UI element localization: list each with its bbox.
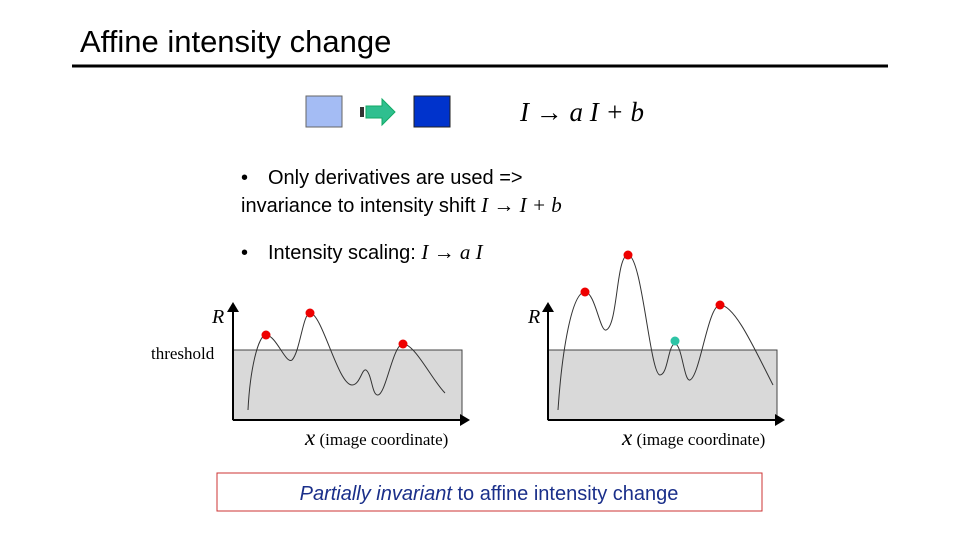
peak <box>261 330 271 340</box>
bullet-text: invariance to intensity shift I → I + b <box>241 193 562 217</box>
conclusion-text: to affine intensity change <box>452 483 678 505</box>
bullet-text: Intensity scaling: I → a I <box>268 240 484 264</box>
dark-square <box>413 95 451 128</box>
lost-peak <box>670 336 680 346</box>
peak <box>623 250 633 260</box>
bullet-dot: • <box>241 167 248 189</box>
response-curve <box>247 312 446 411</box>
arrow-icon <box>360 97 396 127</box>
conclusion: Partially invariant to affine intensity … <box>300 483 679 505</box>
y-arrowhead <box>542 302 554 312</box>
threshold-label: threshold <box>151 344 215 363</box>
bullet-dot: • <box>241 242 248 264</box>
formula: I → a I + b <box>519 97 644 127</box>
light-square <box>305 95 343 128</box>
x-label-text: (image coordinate) <box>319 430 448 449</box>
x-label-text: (image coordinate) <box>636 430 765 449</box>
bullet-continuation: invariance to intensity shift <box>241 195 481 217</box>
peak <box>305 308 315 318</box>
y-label: R <box>211 306 224 328</box>
x-var: x <box>304 425 316 450</box>
x-label: x (image coordinate) <box>621 425 765 450</box>
bullet-label: Intensity scaling: <box>268 242 421 264</box>
slide-title: Affine intensity change <box>80 24 391 59</box>
x-arrowhead <box>460 414 470 426</box>
x-var: x <box>621 425 633 450</box>
peak <box>580 287 590 297</box>
conclusion-box <box>216 472 763 512</box>
threshold-region <box>547 349 778 421</box>
x-arrowhead <box>775 414 785 426</box>
peak <box>398 339 408 349</box>
threshold-region <box>232 349 463 421</box>
peak <box>715 300 725 310</box>
conclusion-emphasis: Partially invariant <box>300 483 454 505</box>
y-arrowhead <box>227 302 239 312</box>
y-label: R <box>527 306 540 328</box>
bullet-math: I → a I <box>420 240 483 264</box>
bullet-math: I → I + b <box>480 193 562 217</box>
x-label: x (image coordinate) <box>304 425 448 450</box>
bullet-text: Only derivatives are used => <box>268 167 523 189</box>
